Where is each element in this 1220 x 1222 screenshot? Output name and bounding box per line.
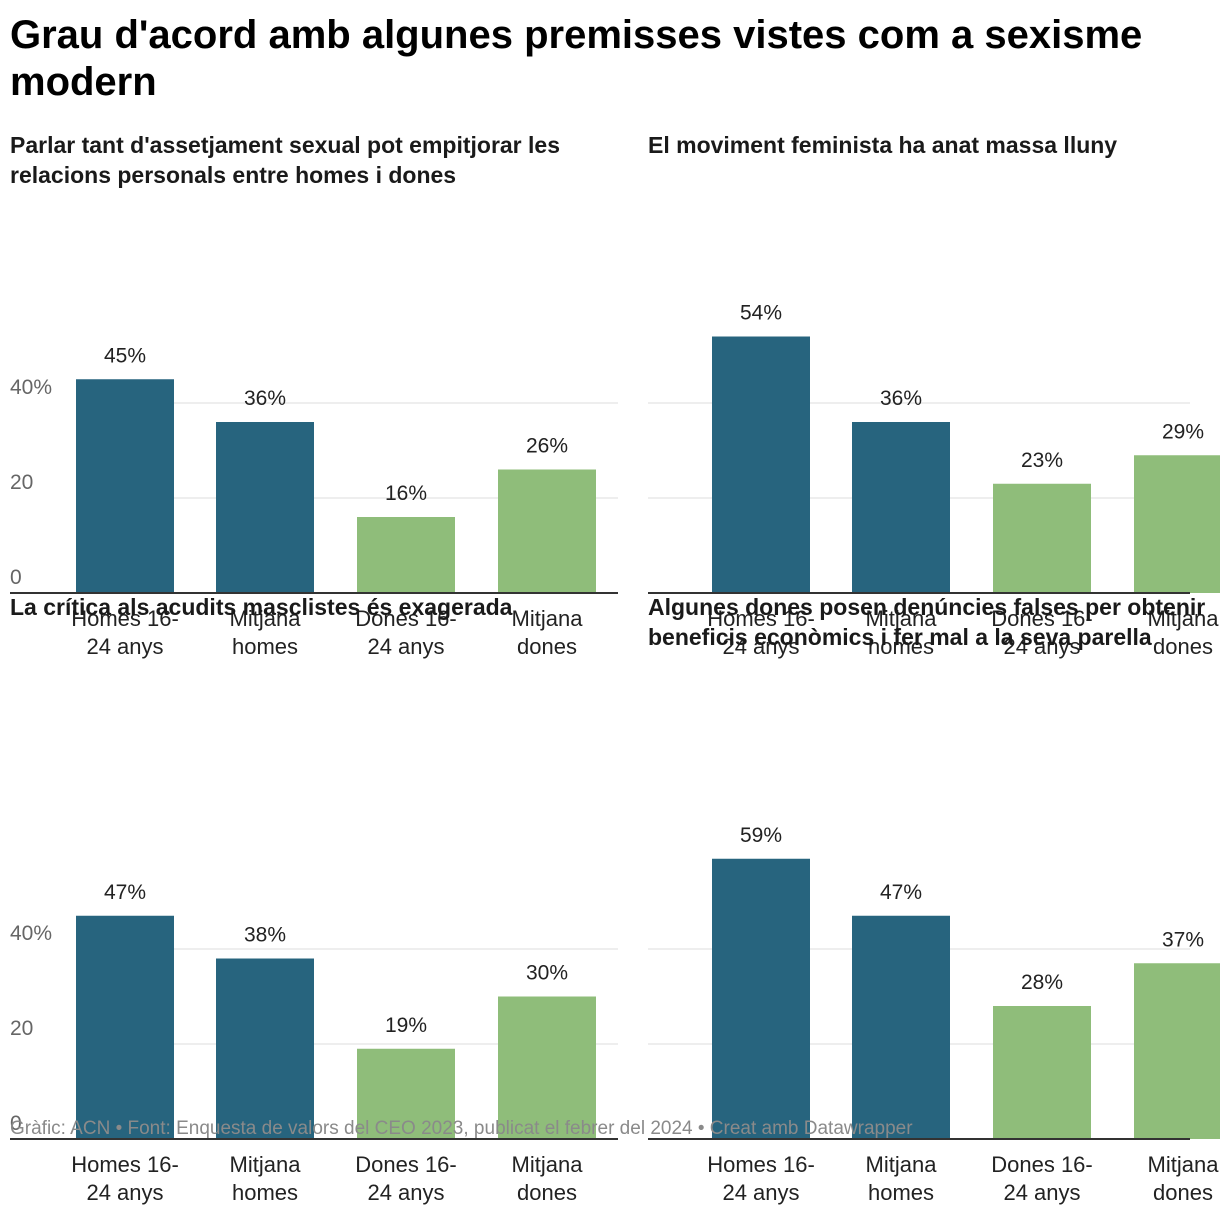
x-tick-label: homes [232,634,298,659]
chart-title: Grau d'acord amb algunes premisses viste… [10,13,1143,104]
bar [498,469,596,593]
y-tick-label: 0 [10,566,22,589]
x-tick-label: Mitjana [230,606,302,631]
bar-chart-2: 54% Homes 16- 24 anys 36% Mitjana homes 23% Don… [648,302,1220,659]
data-label: 28% [1021,971,1063,994]
data-label: 54% [740,302,782,325]
x-tick-label: Mitjana [1148,606,1220,631]
x-tick-label: dones [517,1180,577,1205]
data-label: 16% [385,482,427,505]
x-tick-label: dones [1153,634,1213,659]
x-tick-label: Mitjana [866,606,938,631]
bar [357,517,455,593]
data-label: 36% [244,387,286,410]
x-tick-label: 24 anys [1003,1180,1080,1205]
panel-title: Algunes dones posen denúncies falses per… [648,594,1206,650]
x-tick-label: Dones 16- [991,606,1093,631]
panel-title: El moviment feminista ha anat massa llun… [648,132,1118,158]
x-tick-label: Homes 16- [71,606,179,631]
bar [712,858,810,1139]
data-label: 23% [1021,449,1063,472]
x-tick-label: 24 anys [367,634,444,659]
x-tick-label: 24 anys [86,1180,163,1205]
data-label: 47% [104,881,146,904]
y-tick-label: 20 [10,1017,33,1040]
data-label: 36% [880,387,922,410]
bar [852,915,950,1139]
bar [216,422,314,593]
bar [498,996,596,1139]
bar [993,1006,1091,1139]
x-tick-label: Mitjana [512,606,584,631]
y-tick-label: 0 [10,1112,22,1135]
y-tick-label: 40% [10,922,52,945]
data-label: 47% [880,881,922,904]
bar [993,483,1091,593]
data-label: 29% [1162,420,1204,443]
x-tick-label: 24 anys [367,1180,444,1205]
x-tick-label: dones [517,634,577,659]
bar [1134,963,1220,1139]
data-label: 59% [740,824,782,847]
data-label: 26% [526,435,568,458]
x-tick-label: 24 anys [1003,634,1080,659]
bar [357,1048,455,1139]
bar [76,915,174,1139]
bar-chart-4: 59%Homes 16-24 anys47%Mitjanahomes28%Don… [648,824,1220,1205]
x-tick-label: Homes 16- [707,606,815,631]
x-tick-label: 24 anys [86,634,163,659]
x-tick-label: Dones 16- [355,606,457,631]
bar [852,422,950,593]
data-label: 45% [104,344,146,367]
bar [712,336,810,593]
panel-title: La crítica als acudits masclistes és exa… [10,594,513,620]
x-tick-label: homes [868,634,934,659]
bar [216,958,314,1139]
x-tick-label: homes [232,1180,298,1205]
x-tick-label: 24 anys [722,1180,799,1205]
chart-footer: Gràfic: ACN • Font: Enquesta de valors d… [10,1118,913,1139]
y-tick-label: 40% [10,376,52,399]
data-label: 38% [244,924,286,947]
data-label: 37% [1162,928,1204,951]
data-label: 19% [385,1014,427,1037]
x-tick-label: homes [868,1180,934,1205]
panel-title: Parlar tant d'assetjament sexual pot emp… [10,132,561,188]
bar [1134,455,1220,593]
y-tick-label: 20 [10,471,33,494]
bar-chart-1: 0 20 40% 45% Homes 16- 24 anys 36% Mitjana homes… [10,344,618,659]
x-tick-label: 24 anys [722,634,799,659]
bar [76,379,174,593]
data-label: 30% [526,962,568,985]
x-tick-label: dones [1153,1180,1213,1205]
